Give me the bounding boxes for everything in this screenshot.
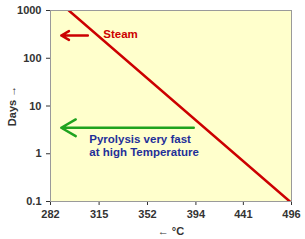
svg-text:Pyrolysis very fastat high Tem: Pyrolysis very fastat high Temperature (89, 133, 199, 158)
svg-text:Days →: Days → (6, 86, 18, 126)
svg-text:394: 394 (187, 208, 206, 220)
svg-text:Steam: Steam (103, 28, 138, 40)
svg-text:282: 282 (41, 208, 59, 220)
svg-text:1: 1 (35, 147, 41, 159)
svg-text:100: 100 (23, 52, 41, 64)
svg-text:496: 496 (282, 208, 300, 220)
svg-text:315: 315 (90, 208, 108, 220)
svg-text:1000: 1000 (17, 4, 41, 16)
svg-text:352: 352 (138, 208, 156, 220)
svg-text:441: 441 (234, 208, 252, 220)
svg-text:0.1: 0.1 (26, 195, 41, 207)
svg-text:10: 10 (29, 100, 41, 112)
svg-text:← °C: ← °C (158, 225, 184, 237)
